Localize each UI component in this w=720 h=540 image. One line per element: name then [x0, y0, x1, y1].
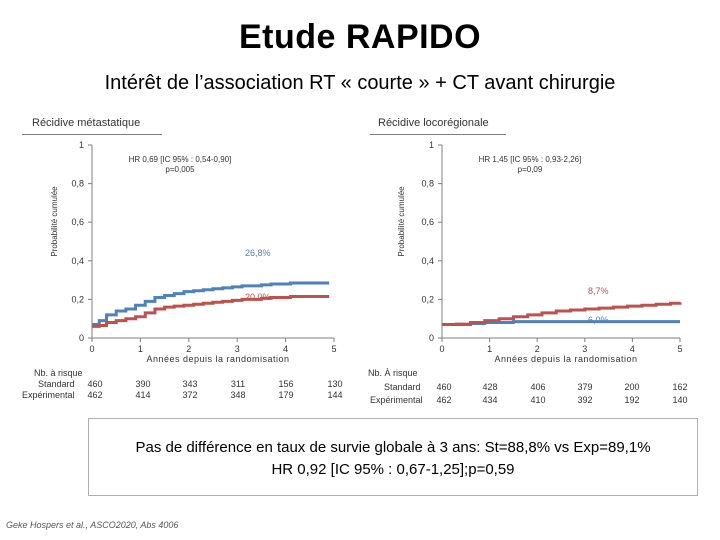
locoregional-risk-number: 434 — [482, 395, 498, 405]
locoregional-risk-number: 200 — [624, 382, 640, 392]
metastatic-risk-number: 343 — [182, 379, 198, 389]
locoregional-risk-number: 379 — [577, 382, 593, 392]
risk-header-locoregional: Nb. À risque — [368, 368, 418, 378]
locoregional-y-axis-label: Probabilité cumulée — [397, 186, 406, 257]
locoregional-x-tick-label: 5 — [677, 344, 682, 354]
metastatic-risk-number: 348 — [230, 390, 246, 400]
metastatic-x-axis-label: Années depuis la randomisation — [146, 354, 289, 364]
metastatic-x-tick-label: 2 — [186, 344, 191, 354]
metastatic-x-tick-label: 1 — [138, 344, 143, 354]
locoregional-end-label: 8,7% — [588, 286, 609, 296]
locoregional-x-tick-label: 3 — [582, 344, 587, 354]
metastatic-hr-annotation: HR 0,69 [IC 95% : 0,54-0,90] — [129, 155, 232, 164]
metastatic-series-exprimental — [92, 295, 330, 328]
metastatic-y-tick-label: 0,2 — [71, 294, 84, 304]
risk-label-standard-metastatic: Standard — [38, 379, 75, 389]
page-title: Etude RAPIDO — [238, 18, 482, 56]
risk-label-standard-locoregional: Standard — [384, 382, 421, 392]
metastatic-risk-number: 156 — [278, 379, 294, 389]
locoregional-risk-number: 140 — [672, 395, 688, 405]
locoregional-series-exprimental — [442, 301, 682, 326]
overall-survival-note: Pas de différence en taux de survie glob… — [88, 418, 698, 496]
panel-title-locoregional: Récidive locorégionale — [378, 117, 489, 129]
risk-label-experimental-metastatic: Expérimental — [22, 390, 75, 400]
metastatic-risk-number: 372 — [182, 390, 198, 400]
locoregional-y-tick-label: 0,2 — [421, 294, 434, 304]
locoregional-y-tick-label: 1 — [429, 140, 434, 150]
metastatic-end-label: 20,0% — [245, 292, 271, 302]
metastatic-risk-number: 460 — [87, 379, 103, 389]
metastatic-risk-number: 414 — [135, 390, 151, 400]
risk-header-metastatic: Nb. à risque — [34, 368, 83, 378]
locoregional-risk-number: 406 — [530, 382, 546, 392]
locoregional-x-tick-label: 0 — [439, 344, 444, 354]
metastatic-x-tick-label: 0 — [89, 344, 94, 354]
locoregional-hr-annotation: HR 1,45 [IC 95% : 0,93-2,26] — [479, 155, 582, 164]
note-line-2: HR 0,92 [IC 95% : 0,67-1,25];p=0,59 — [271, 461, 515, 478]
metastatic-x-tick-label: 3 — [235, 344, 240, 354]
locoregional-risk-number: 428 — [482, 382, 498, 392]
chart-metastatic: 0 0,2 0,4 0,6 0,8 1 0 1 2 3 4 5 Années depuis la ran… — [50, 140, 337, 364]
risk-label-experimental-locoregional: Expérimental — [370, 395, 423, 405]
locoregional-y-tick-label: 0,6 — [421, 217, 434, 227]
locoregional-x-tick-label: 4 — [630, 344, 635, 354]
metastatic-risk-number: 144 — [327, 390, 343, 400]
metastatic-risk-number: 462 — [87, 390, 103, 400]
locoregional-x-tick-label: 1 — [487, 344, 492, 354]
metastatic-y-tick-label: 1 — [79, 140, 84, 150]
locoregional-end-label: 6,0% — [588, 315, 609, 325]
metastatic-risk-number: 130 — [327, 379, 343, 389]
metastatic-y-tick-label: 0,8 — [71, 179, 84, 189]
page-subtitle: Intérêt de l’association RT « courte » +… — [104, 72, 616, 94]
chart-locoregional: 0 0,2 0,4 0,6 0,8 1 0 1 2 3 4 5 Années depuis la ran… — [397, 140, 683, 364]
metastatic-hr-annotation: p=0,005 — [165, 165, 195, 174]
note-line-1: Pas de différence en taux de survie glob… — [135, 439, 651, 456]
locoregional-risk-number: 460 — [436, 382, 452, 392]
metastatic-y-tick-label: 0,4 — [71, 256, 84, 266]
locoregional-x-tick-label: 2 — [535, 344, 540, 354]
metastatic-series-standard — [92, 281, 330, 326]
locoregional-y-tick-label: 0,8 — [421, 179, 434, 189]
locoregional-risk-number: 462 — [436, 395, 452, 405]
metastatic-y-tick-label: 0 — [79, 333, 84, 343]
locoregional-hr-annotation: p=0,09 — [518, 165, 543, 174]
citation: Geke Hospers et al., ASCO2020, Abs 4006 — [6, 520, 179, 530]
panel-underline-metastatic — [22, 134, 162, 135]
locoregional-risk-number: 192 — [624, 395, 640, 405]
metastatic-risk-number: 179 — [278, 390, 294, 400]
locoregional-risk-number: 410 — [530, 395, 546, 405]
locoregional-y-tick-label: 0 — [429, 333, 434, 343]
metastatic-x-tick-label: 4 — [283, 344, 288, 354]
locoregional-y-tick-label: 0,4 — [421, 256, 434, 266]
metastatic-risk-number: 311 — [230, 379, 246, 389]
metastatic-y-axis-label: Probabilité cumulée — [50, 186, 59, 257]
metastatic-end-label: 26,8% — [245, 248, 271, 258]
metastatic-risk-number: 390 — [135, 379, 151, 389]
metastatic-y-tick-label: 0,6 — [71, 217, 84, 227]
metastatic-x-tick-label: 5 — [331, 344, 336, 354]
panel-underline-locoregional — [370, 134, 506, 135]
locoregional-risk-number: 392 — [577, 395, 593, 405]
panel-title-metastatic: Récidive métastatique — [32, 117, 141, 129]
locoregional-risk-number: 162 — [672, 382, 688, 392]
locoregional-x-axis-label: Années depuis la randomisation — [494, 354, 637, 364]
